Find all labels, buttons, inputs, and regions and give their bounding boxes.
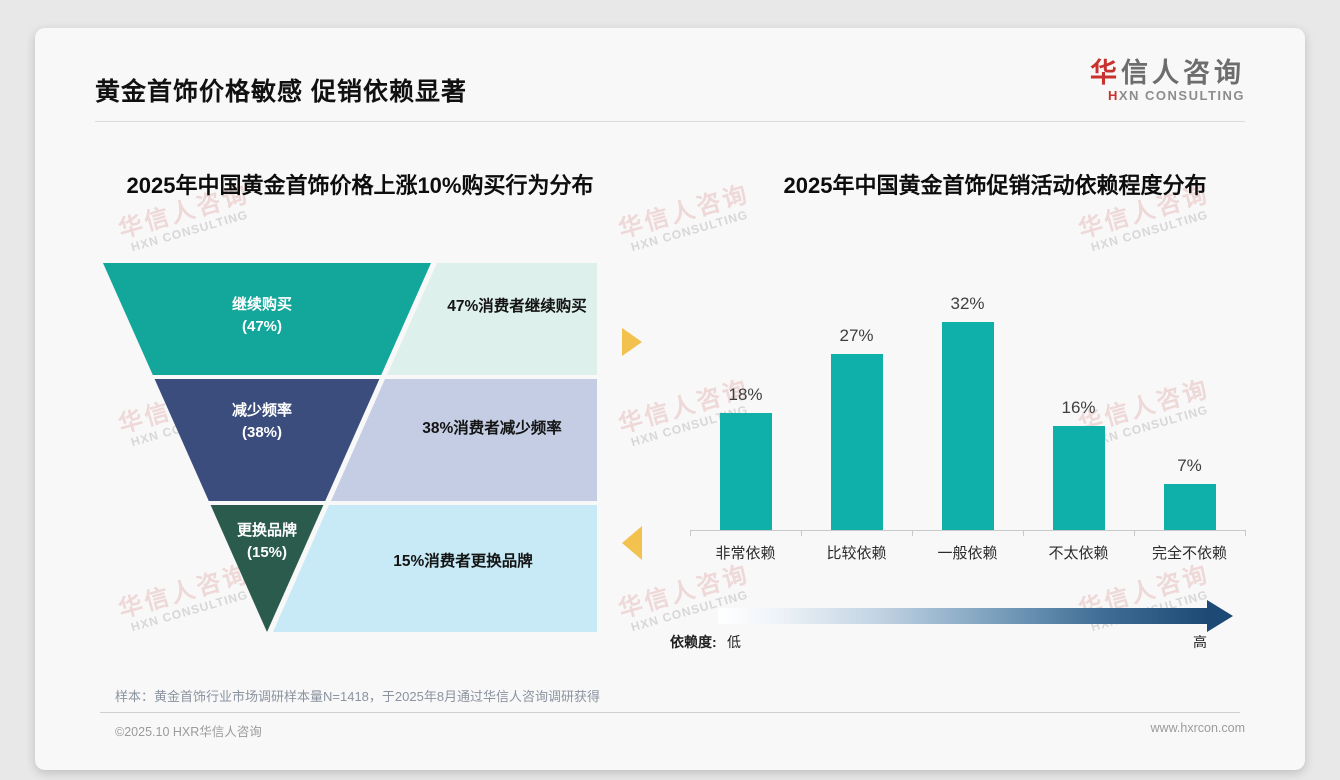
bar-column: 7% <box>1134 290 1245 530</box>
logo-en-text: HXN CONSULTING <box>1090 88 1245 104</box>
arrow-right-icon <box>622 328 642 356</box>
logo-cn-rest: 信人咨询 <box>1121 58 1245 88</box>
funnel-annotation-continue: 47%消费者继续购买 <box>447 298 587 315</box>
funnel-chart-title: 2025年中国黄金首饰价格上涨10%购买行为分布 <box>126 173 594 198</box>
funnel-annotation-switch: 15%消费者更换品牌 <box>393 553 533 570</box>
funnel-label-switch-name: 更换品牌 <box>236 522 298 539</box>
sample-note: 样本：黄金首饰行业市场调研样本量N=1418，于2025年8月通过华信人咨询调研… <box>115 689 601 704</box>
funnel-segment-continue <box>103 263 431 375</box>
logo-en-rest: XN CONSULTING <box>1118 88 1245 103</box>
axis-tick <box>801 531 802 536</box>
funnel-label-reduce: 减少频率 (38%) <box>232 400 292 444</box>
dependence-gradient-arrowhead-icon <box>1207 600 1233 632</box>
header-divider <box>95 121 1245 122</box>
dependence-low-label: 低 <box>727 634 741 650</box>
funnel-annotation-reduce: 38%消费者减少频率 <box>422 420 562 437</box>
arrow-left-icon <box>622 526 642 560</box>
bar-column: 18% <box>690 290 801 530</box>
bar-category-label: 不太依赖 <box>1048 545 1109 562</box>
annotation-block-continue <box>387 263 597 375</box>
logo-cn-text: 华信人咨询 <box>1090 58 1245 88</box>
bar-chart-axis <box>690 530 1246 536</box>
funnel-label-reduce-name: 减少频率 <box>231 402 293 419</box>
bar-value-label: 27% <box>839 326 874 345</box>
annotation-block-reduce <box>331 379 597 501</box>
page-title: 黄金首饰价格敏感 促销依赖显著 <box>95 78 467 106</box>
bar-value-label: 32% <box>950 294 985 313</box>
funnel-label-reduce-pct: (38%) <box>241 424 283 441</box>
dependence-high-label: 高 <box>1193 634 1207 650</box>
website-text: www.hxrcon.com <box>1150 721 1245 735</box>
bar-value-label: 7% <box>1177 456 1202 475</box>
bar-value-label: 16% <box>1061 398 1096 417</box>
funnel-label-continue-pct: (47%) <box>241 318 283 335</box>
axis-tick <box>1134 531 1135 536</box>
bar-column: 27% <box>801 290 912 530</box>
copyright-text: ©2025.10 HXR华信人咨询 <box>115 725 262 739</box>
axis-tick <box>690 531 691 536</box>
bar-column: 16% <box>1023 290 1134 530</box>
bar-column: 32% <box>912 290 1023 530</box>
axis-tick <box>1245 531 1246 536</box>
bar-value-label: 18% <box>728 385 763 404</box>
funnel-label-continue-name: 继续购买 <box>231 296 293 313</box>
dependence-gradient-arrow <box>718 608 1208 624</box>
footer-divider <box>100 712 1240 713</box>
axis-tick <box>1023 531 1024 536</box>
bar-chart-x-labels: 非常依赖 比较依赖 一般依赖 不太依赖 完全不依赖 <box>690 542 1245 563</box>
bar-chart-title: 2025年中国黄金首饰促销活动依赖程度分布 <box>783 173 1207 198</box>
funnel-label-switch: 更换品牌 (15%) <box>237 520 297 564</box>
bar <box>941 322 994 530</box>
bar-category-label: 非常依赖 <box>715 545 776 562</box>
annotation-block-switch <box>273 505 597 632</box>
funnel-segment-reduce <box>154 379 380 501</box>
funnel-chart <box>103 263 597 632</box>
slide-card: 华信人咨询 HXN CONSULTING 华信人咨询 HXN CONSULTING 华信… <box>35 28 1305 770</box>
bar-chart: 18% 27% 32% 16% 7% <box>690 290 1245 530</box>
dependence-axis-label: 依赖度: <box>670 634 717 650</box>
bar <box>719 413 772 530</box>
funnel-label-continue: 继续购买 (47%) <box>232 294 292 338</box>
axis-tick <box>912 531 913 536</box>
funnel-label-switch-pct: (15%) <box>246 544 288 561</box>
logo-en-accent: H <box>1107 88 1119 103</box>
bar <box>1163 484 1216 530</box>
logo-cn-accent: 华 <box>1090 58 1121 88</box>
bar-category-label: 一般依赖 <box>937 545 998 562</box>
company-logo: 华信人咨询 HXN CONSULTING <box>1090 58 1245 104</box>
funnel-segment-switch <box>210 505 324 632</box>
bar-category-label: 比较依赖 <box>826 545 887 562</box>
bar <box>1052 426 1105 530</box>
bar <box>830 354 883 530</box>
bar-category-label: 完全不依赖 <box>1151 545 1227 562</box>
